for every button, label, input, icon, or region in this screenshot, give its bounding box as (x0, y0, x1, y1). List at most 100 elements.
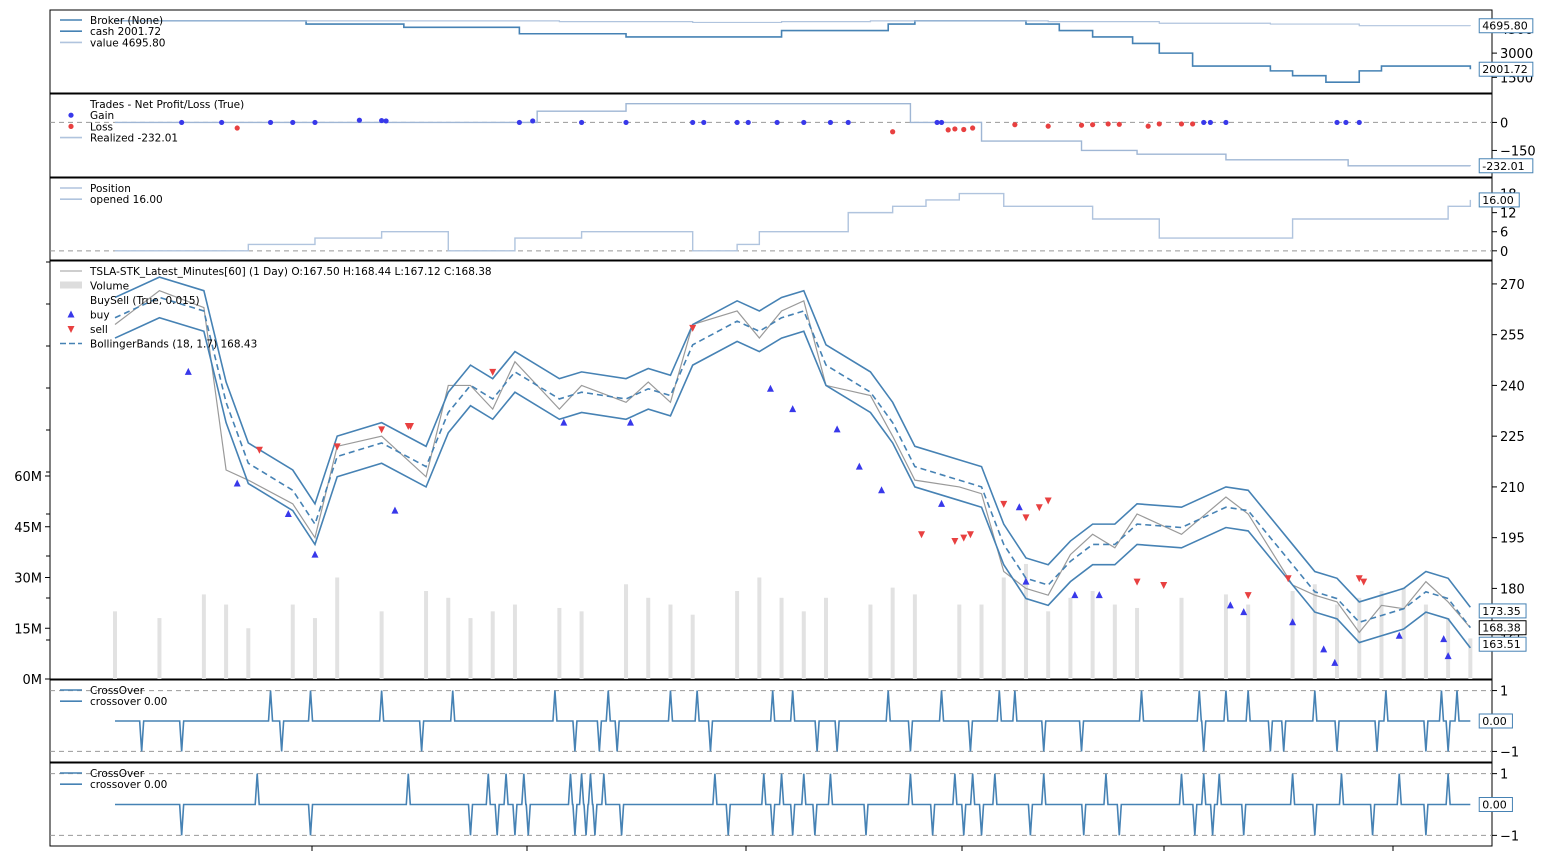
legend-label: Broker (None) (90, 15, 163, 27)
end-label: 4695.80 (1482, 20, 1528, 33)
volume-bar (1423, 604, 1428, 679)
series-realized (115, 103, 1472, 167)
plot-area (115, 20, 1472, 83)
sell-marker (1035, 504, 1043, 512)
volume-bar (1179, 597, 1184, 679)
gain-point (801, 119, 807, 126)
buy-marker (184, 367, 192, 375)
legend-marker (68, 112, 74, 118)
sell-marker (966, 531, 974, 539)
loss-point (945, 127, 951, 133)
volume-bar (646, 597, 651, 679)
sell-marker (960, 534, 968, 542)
volume-bar (1446, 618, 1451, 679)
plot-area (113, 276, 1473, 679)
legend-label: buy (90, 310, 110, 322)
gain-point (356, 117, 363, 123)
end-label: 163.51 (1482, 638, 1521, 651)
legend-label: CrossOver (90, 685, 145, 697)
volume-bar (735, 591, 740, 679)
sell-marker (489, 368, 497, 376)
gain-point (934, 119, 940, 126)
buy-marker (1320, 645, 1328, 653)
end-label-box (1478, 18, 1534, 34)
legend-label: Realized -232.01 (90, 133, 178, 145)
gain-point (734, 119, 740, 126)
y-tick-label: 0 (1500, 116, 1508, 131)
loss-point (234, 125, 240, 131)
gain-point (383, 118, 389, 124)
loss-point (1012, 122, 1018, 128)
volume-bar (1023, 563, 1028, 679)
plot-area (50, 192, 1492, 252)
volume-tick-label: 0M (23, 673, 43, 688)
loss-point (1145, 123, 1151, 129)
series-crossover (115, 690, 1471, 752)
y-tick-label: −150 (1500, 144, 1536, 159)
end-label-box (1478, 61, 1534, 77)
gain-point (938, 119, 945, 126)
buy-marker (766, 384, 774, 392)
end-label-box (1478, 636, 1527, 652)
gain-point (179, 119, 185, 126)
bb-top (114, 276, 1471, 608)
volume-bar (1090, 591, 1095, 679)
loss-point (970, 125, 976, 131)
end-label: -232.01 (1482, 160, 1524, 173)
panel-trades: 0 −150-232.01 Trades - Net Profit/Loss (Tr… (49, 93, 1536, 178)
legend-label: TSLA-STK_Latest_Minutes[60] (1 Day) O:16… (89, 266, 492, 278)
buy-marker (938, 499, 946, 507)
buy-marker (1395, 631, 1403, 639)
volume-tick-label: 60M (14, 470, 42, 485)
gain-point (701, 119, 707, 126)
sell-marker (951, 538, 959, 546)
gain-point (774, 119, 780, 126)
end-label-box (1478, 713, 1513, 729)
volume-bar (379, 611, 384, 679)
volume-tick-label: 15M (14, 622, 42, 637)
end-label: 16.00 (1482, 194, 1514, 207)
legend-marker (68, 123, 74, 129)
buy-marker (1071, 591, 1079, 599)
gain-point (312, 119, 318, 126)
y-tick-label: 195 (1500, 532, 1525, 547)
volume-bar (757, 577, 762, 679)
sell-marker (1160, 582, 1168, 590)
legend-label: BuySell (True, 0.015) (90, 295, 200, 307)
y-tick-label: 6 (1500, 226, 1508, 241)
y-tick-label: 180 (1500, 582, 1525, 597)
buy-marker (833, 425, 841, 433)
buy-marker (560, 418, 568, 426)
end-label-box (1478, 192, 1520, 208)
buy-marker (1015, 503, 1023, 511)
series-position (115, 192, 1472, 252)
buy-marker (1440, 635, 1448, 643)
end-label: 168.38 (1482, 622, 1521, 635)
gain-point (219, 119, 225, 126)
gain-point (827, 119, 834, 126)
loss-point (1190, 121, 1196, 127)
legend-label: Loss (90, 121, 113, 133)
volume-bar (1246, 604, 1251, 679)
gain-point (745, 119, 751, 126)
buy-marker (1095, 591, 1103, 599)
volume-bar (624, 584, 629, 679)
volume-bar (490, 611, 495, 679)
y-tick-label: 0 (1500, 245, 1508, 260)
end-label: 2001.72 (1482, 63, 1528, 76)
gain-point (267, 119, 274, 126)
sell-marker (1044, 497, 1052, 505)
volume-bar (1335, 604, 1340, 679)
sell-marker (689, 324, 697, 332)
buy-marker (311, 550, 319, 558)
loss-point (1078, 122, 1085, 128)
panel-price: 27025524022521019518016560M45M30M15M0M17… (14, 260, 1527, 688)
volume-bar (957, 604, 962, 679)
volume-bar (779, 597, 784, 679)
volume-bar (424, 591, 429, 679)
volume-bar (1468, 638, 1473, 679)
volume-bar (201, 594, 206, 679)
